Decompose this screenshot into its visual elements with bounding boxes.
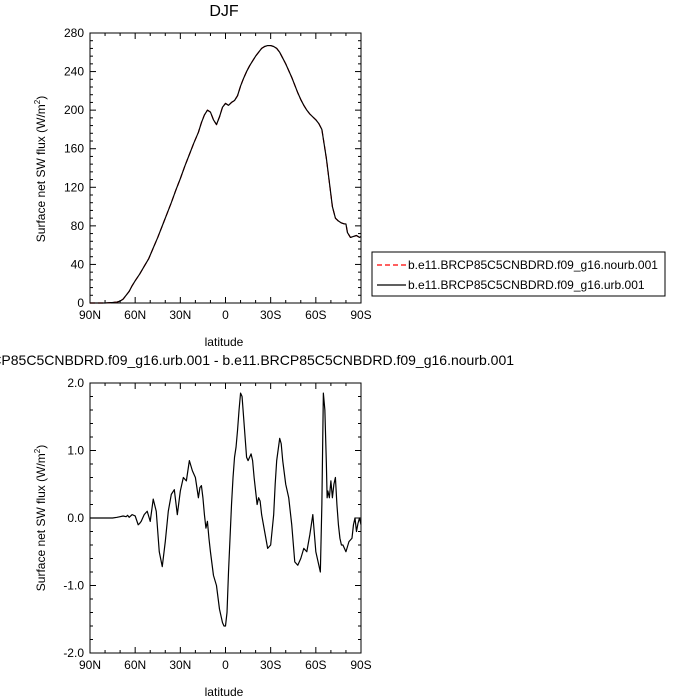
top-x-axis-label: latitude	[205, 335, 244, 349]
bottom-x-tick-label: 30N	[169, 658, 191, 672]
top-x-tick-label: 60N	[124, 308, 146, 322]
top-x-tick-label: 60S	[305, 308, 326, 322]
top-y-tick-label: 280	[64, 26, 84, 40]
top-plot-frame	[89, 32, 362, 304]
top-y-tick-label: 240	[64, 65, 84, 79]
top-x-tick-label: 30N	[169, 308, 191, 322]
top-y-axis-label: Surface net SW flux (W/m2)	[33, 96, 48, 242]
top-x-tick-label: 0	[222, 308, 229, 322]
bottom-y-tick-label: -2.0	[63, 646, 84, 660]
bottom-x-tick-label: 30S	[260, 658, 281, 672]
top-x-tick-label: 30S	[260, 308, 281, 322]
bottom-x-tick-label: 60S	[305, 658, 326, 672]
bottom-y-axis-label: Surface net SW flux (W/m2)	[33, 445, 48, 591]
top-y-tick-label: 120	[64, 180, 84, 194]
top-chart-title: DJF	[209, 3, 239, 20]
bottom-x-tick-label: 60N	[124, 658, 146, 672]
top-x-tick-label: 90N	[79, 308, 101, 322]
bottom-y-tick-label: 2.0	[67, 376, 84, 390]
bottom-y-tick-label: 0.0	[67, 511, 84, 525]
top-plot-area: 90N 60N 30N 0 30S 60S 90S 0 40 80 120 160 200 240 280	[64, 26, 372, 322]
top-y-tick-label: 40	[71, 257, 85, 271]
bottom-plot-frame	[89, 382, 362, 654]
top-x-tick-label: 90S	[350, 308, 371, 322]
bottom-series-0-line	[90, 392, 362, 627]
top-series-1-line	[90, 44, 362, 304]
bottom-x-tick-label: 90S	[350, 658, 371, 672]
legend-box	[371, 251, 666, 297]
top-y-tick-label: 80	[71, 219, 85, 233]
bottom-chart-title: b.e11.BRCP85C5CNBDRD.f09_g16.urb.001 - b…	[0, 352, 514, 368]
bottom-x-tick-label: 0	[222, 658, 229, 672]
top-y-tick-label: 160	[64, 142, 84, 156]
top-panel: DJF 90N 60N 30N 0 30S 60S 90S 0 40 80 120 160 200 240…	[33, 3, 666, 349]
top-y-tick-label: 200	[64, 103, 84, 117]
bottom-x-tick-label: 90N	[79, 658, 101, 672]
top-series-0-line	[90, 44, 362, 304]
legend-label-nourb: b.e11.BRCP85C5CNBDRD.f09_g16.nourb.001	[408, 258, 658, 272]
top-y-tick-label: 0	[77, 296, 84, 310]
legend: b.e11.BRCP85C5CNBDRD.f09_g16.nourb.001 b…	[371, 251, 666, 297]
bottom-panel: b.e11.BRCP85C5CNBDRD.f09_g16.urb.001 - b…	[0, 352, 514, 699]
bottom-y-tick-label: 1.0	[67, 444, 84, 458]
bottom-plot-area: 90N 60N 30N 0 30S 60S 90S -2.0 -1.0 0.0 1.0 2.0	[63, 376, 371, 672]
bottom-y-tick-label: -1.0	[63, 579, 84, 593]
bottom-x-axis-label: latitude	[205, 685, 244, 699]
legend-label-urb: b.e11.BRCP85C5CNBDRD.f09_g16.urb.001	[408, 278, 645, 292]
